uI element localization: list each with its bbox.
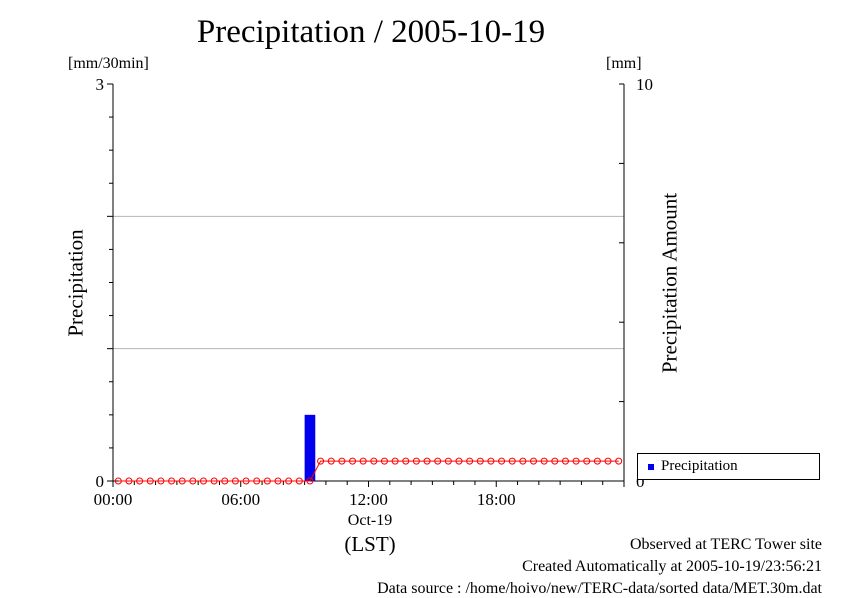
precipitation-amount-marker [349, 457, 357, 465]
precipitation-amount-marker [370, 457, 378, 465]
x-date-label: Oct-19 [347, 512, 393, 529]
precipitation-amount-marker [498, 457, 506, 465]
precipitation-amount-marker [412, 457, 420, 465]
x-tick-label: 12:00 [349, 490, 388, 509]
precipitation-amount-marker [455, 457, 463, 465]
precipitation-amount-marker [157, 477, 165, 485]
precipitation-amount-marker [114, 477, 122, 485]
precipitation-amount-marker [561, 457, 569, 465]
precipitation-amount-marker [583, 457, 591, 465]
precipitation-amount-marker [327, 457, 335, 465]
precipitation-amount-marker [168, 477, 176, 485]
precipitation-amount-marker [338, 457, 346, 465]
precipitation-amount-line [118, 460, 619, 482]
x-tick-label: 06:00 [221, 490, 260, 509]
footer-created: Created Automatically at 2005-10-19/23:5… [522, 558, 822, 575]
x-axis-label: (LST) [344, 532, 396, 556]
precipitation-amount-marker [317, 457, 325, 465]
precipitation-amount-marker [508, 457, 516, 465]
left-tick-label: 0 [96, 472, 105, 491]
precipitation-amount-marker [423, 457, 431, 465]
precipitation-amount-marker [210, 477, 218, 485]
precipitation-amount-marker [444, 457, 452, 465]
precipitation-amount-marker [242, 477, 250, 485]
precipitation-amount-marker [263, 477, 271, 485]
precipitation-amount-marker [434, 457, 442, 465]
right-axis-label: Precipitation Amount [657, 192, 682, 374]
left-tick-label: 3 [96, 75, 105, 94]
precipitation-amount-marker [136, 477, 144, 485]
left-axis-unit: [mm/30min] [68, 55, 149, 72]
precipitation-amount-marker [306, 477, 314, 485]
precipitation-amount-marker [593, 457, 601, 465]
precipitation-amount-marker [359, 457, 367, 465]
precipitation-bar [304, 414, 316, 481]
legend: Precipitation [637, 453, 820, 480]
right-axis-unit: [mm] [606, 55, 642, 72]
precipitation-amount-marker [572, 457, 580, 465]
precipitation-amount-marker [231, 477, 239, 485]
precipitation-amount-marker [391, 457, 399, 465]
right-tick-label: 10 [636, 75, 653, 94]
left-axis-label: Precipitation [63, 229, 88, 337]
precipitation-amount-marker [487, 457, 495, 465]
precipitation-amount-marker [295, 477, 303, 485]
precipitation-amount-marker [285, 477, 293, 485]
precipitation-amount-marker [530, 457, 538, 465]
chart-title: Precipitation / 2005-10-19 [196, 14, 546, 50]
footer-observed: Observed at TERC Tower site [629, 536, 822, 553]
precipitation-amount-marker [540, 457, 548, 465]
precipitation-amount-marker [221, 477, 229, 485]
legend-swatch-precipitation [648, 463, 654, 470]
precipitation-amount-marker [380, 457, 388, 465]
footer-source: Data source : /home/hoivo/new/TERC-data/… [377, 580, 822, 597]
precipitation-amount-marker [125, 477, 133, 485]
x-tick-label: 00:00 [94, 490, 133, 509]
precipitation-amount-marker [551, 457, 559, 465]
precipitation-amount-marker [466, 457, 474, 465]
legend-label-precipitation: Precipitation [661, 458, 738, 474]
precipitation-amount-marker [519, 457, 527, 465]
precipitation-amount-marker [476, 457, 484, 465]
precipitation-amount-marker [402, 457, 410, 465]
precipitation-amount-marker [178, 477, 186, 485]
precipitation-amount-marker [146, 477, 154, 485]
precipitation-amount-marker [615, 457, 623, 465]
x-tick-label: 18:00 [477, 490, 516, 509]
precipitation-amount-marker [604, 457, 612, 465]
precipitation-amount-marker [253, 477, 261, 485]
precipitation-amount-marker [274, 477, 282, 485]
precipitation-amount-marker [199, 477, 207, 485]
precipitation-amount-marker [189, 477, 197, 485]
right-tick-label: 0 [636, 472, 645, 491]
